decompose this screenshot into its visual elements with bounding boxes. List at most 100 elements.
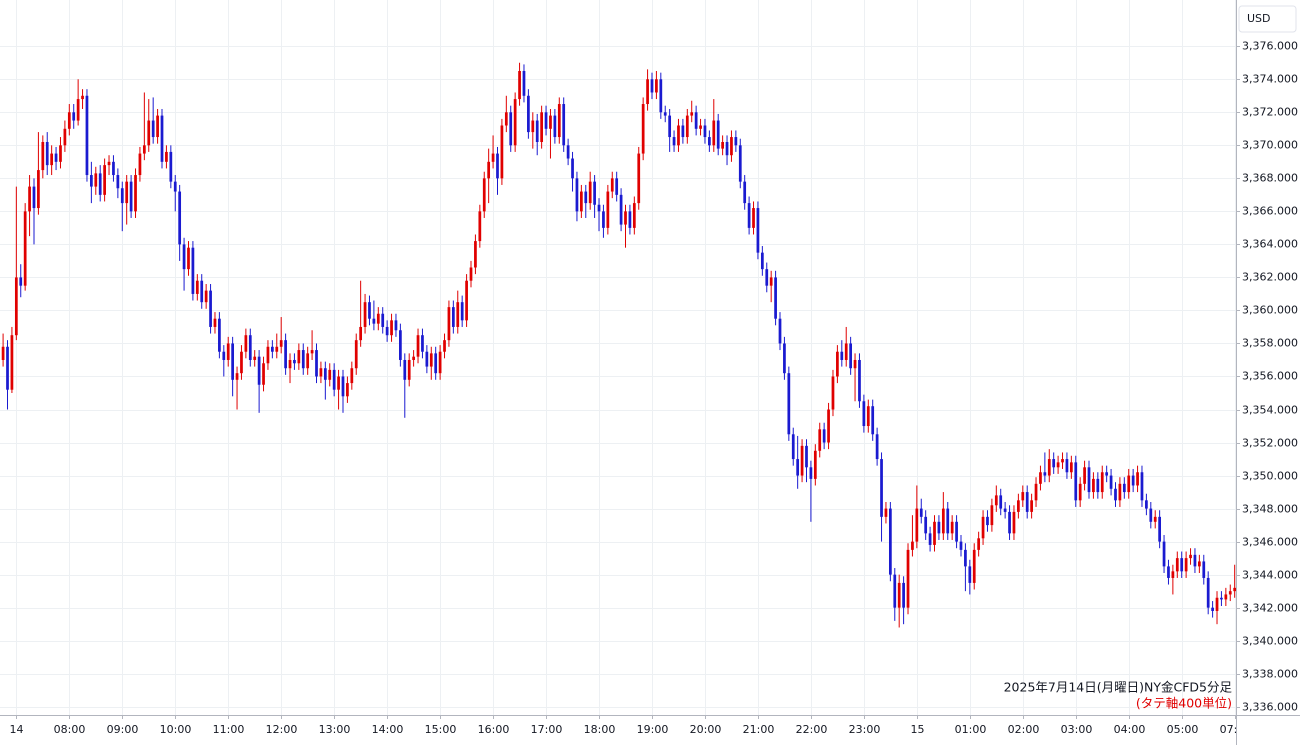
candle-body (933, 521, 936, 545)
annotation: 2025年7月14日(月曜日)NY金CFD5分足 (1004, 680, 1233, 695)
candle-body (178, 191, 182, 245)
candle-body (681, 125, 685, 138)
candle-body (977, 538, 981, 550)
x-tick-label: 21:00 (743, 723, 775, 736)
x-tick-label: 13:00 (319, 723, 351, 736)
candle-body (438, 351, 442, 374)
candle-body (1158, 516, 1162, 542)
candle-body (562, 104, 566, 146)
candle-body (1039, 472, 1042, 484)
candle-body (456, 302, 460, 327)
candle-body (1078, 483, 1082, 501)
candle-body (244, 335, 248, 352)
candle-body (235, 373, 239, 380)
candle-body (1131, 475, 1135, 486)
candle-body (125, 181, 129, 204)
candles (1, 62, 1237, 628)
candle-body (1122, 483, 1126, 493)
candle-body (90, 175, 93, 187)
candle-body (63, 128, 67, 146)
y-tick-label: 3,362.000 (1242, 271, 1298, 284)
candle-body (787, 373, 791, 435)
x-tick-label: 14:00 (372, 723, 404, 736)
candle-body (28, 186, 31, 212)
candle-body (1189, 554, 1192, 559)
x-tick-label: 14 (10, 723, 24, 736)
candle-body (610, 178, 614, 192)
candle-body (1162, 541, 1166, 567)
candle-body (1220, 597, 1223, 600)
candle-body (310, 350, 314, 354)
candle-body (266, 346, 270, 364)
x-tick-label: 10:00 (160, 723, 192, 736)
candle-body (195, 280, 199, 294)
candle-body (147, 120, 151, 146)
candle-body (1025, 492, 1029, 512)
candle-body (1149, 508, 1153, 522)
candle-body (37, 170, 40, 209)
candle-body (451, 307, 455, 327)
candle-body (315, 350, 318, 377)
candle-body (880, 459, 883, 517)
candle-body (518, 71, 521, 100)
candle-body (906, 549, 910, 608)
candle-body (1069, 462, 1073, 473)
candle-body (50, 153, 54, 166)
candle-body (346, 383, 349, 397)
candle-body (200, 280, 204, 303)
candle-body (474, 241, 477, 268)
candle-body (575, 178, 579, 212)
candle-body (1167, 566, 1170, 578)
candle-body (341, 376, 345, 397)
y-tick-label: 3,350.000 (1242, 470, 1298, 483)
candle-body (372, 318, 376, 324)
candle-body (1021, 492, 1025, 501)
candle-body (584, 191, 588, 204)
grid (0, 0, 1236, 715)
x-tick-label: 02:00 (1008, 723, 1040, 736)
candle-body (531, 120, 535, 133)
candle-body (1087, 467, 1091, 493)
candle-body (337, 376, 340, 390)
candle-body (134, 175, 137, 212)
candle-body (615, 178, 619, 195)
candle-body (672, 137, 676, 146)
candle-body (425, 351, 429, 367)
x-tick-label: 19:00 (637, 723, 669, 736)
y-tick-label: 3,370.000 (1242, 139, 1298, 152)
candle-body (1056, 462, 1060, 468)
candle-body (566, 145, 570, 159)
candle-body (822, 429, 826, 443)
candle-body (650, 79, 654, 93)
candle-body (1211, 607, 1214, 611)
candle-body (434, 353, 438, 374)
x-tick-label: 16:00 (478, 723, 510, 736)
candle-body (54, 153, 58, 162)
x-tick-label: 15 (911, 723, 925, 736)
candle-body (209, 290, 212, 327)
x-tick-label: 22:00 (796, 723, 828, 736)
y-tick-label: 3,354.000 (1242, 404, 1298, 417)
candle-body (293, 359, 296, 364)
candle-body (659, 79, 663, 113)
candle-body (376, 313, 380, 324)
candle-body (169, 151, 173, 182)
y-tick-label: 3,336.000 (1242, 701, 1298, 714)
candle-body (871, 406, 875, 435)
candle-body (1184, 558, 1188, 572)
candle-body (443, 340, 446, 352)
candle-body (381, 313, 385, 327)
candle-body (911, 541, 914, 550)
candle-body (549, 115, 552, 129)
candle-body (941, 508, 945, 534)
y-tick-label: 3,366.000 (1242, 205, 1298, 218)
candle-body (1, 346, 5, 360)
candle-body (602, 211, 605, 228)
candle-body (813, 450, 817, 479)
candle-body (1096, 478, 1100, 493)
candle-body (85, 95, 89, 176)
candle-body (465, 280, 468, 321)
candle-body (67, 112, 71, 129)
candle-body (579, 191, 583, 212)
candle-body (928, 533, 932, 545)
